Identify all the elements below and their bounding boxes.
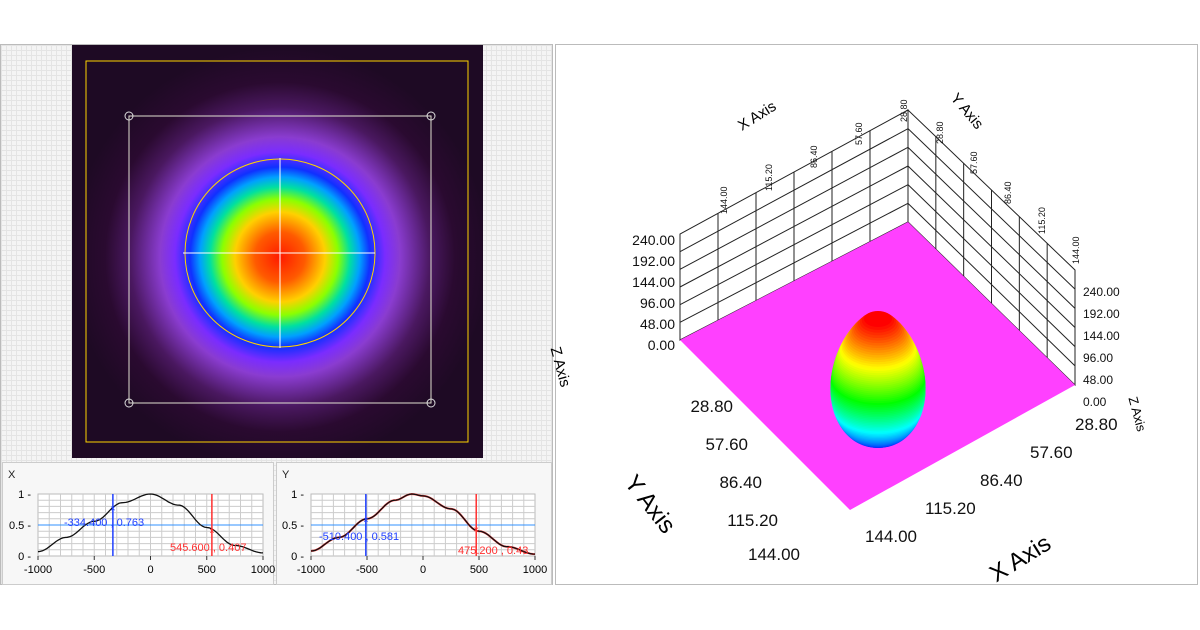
z-tick-label: 192.00 — [632, 253, 675, 269]
z-tick-label: 240.00 — [632, 232, 675, 248]
x-tick-label-back: 115.20 — [764, 164, 774, 191]
y-tick-label: 0 - — [18, 551, 31, 563]
z-tick-label: 48.00 — [640, 316, 675, 332]
surface-3d-plot[interactable]: 0.00 48.00 96.00 144.00 192.00 240.00 0.00 48.0… — [555, 44, 1198, 585]
x-tick-label: -500 — [356, 564, 378, 576]
profile-curve — [310, 493, 536, 555]
y-tick-label: 0.5 - — [282, 520, 304, 532]
x-tick-label-back: 86.40 — [809, 145, 819, 168]
beam-intensity-image[interactable] — [72, 45, 483, 458]
y-tick-label: 1 - — [18, 489, 31, 501]
y-tick-label: 1 - — [291, 489, 304, 501]
y-tick-label: 86.40 — [719, 473, 762, 492]
y-tick-label: 0.5 - — [9, 520, 31, 532]
z-tick-label: 96.00 — [640, 295, 675, 311]
y-tick-label-back: 28.80 — [935, 121, 945, 144]
z-tick-label-right: 96.00 — [1083, 351, 1113, 365]
z-tick-label: 0.00 — [648, 337, 675, 353]
z-tick-label: 144.00 — [632, 274, 675, 290]
x-tick-label: -1000 — [297, 564, 325, 576]
x-tick-label-back: 28.80 — [899, 99, 909, 122]
beam-surface — [830, 311, 926, 448]
resize-handle[interactable] — [426, 111, 436, 121]
x-tick-label: 28.80 — [1075, 415, 1118, 434]
x-tick-label: 0 — [147, 564, 153, 576]
cursor-marker[interactable]: × — [209, 526, 214, 536]
x-cursor-blue-readout: -334.400 , 0.763 — [64, 517, 145, 529]
y-cursor-red-readout: 475.200 , 0.43 — [458, 545, 529, 557]
resize-handle[interactable] — [124, 111, 134, 121]
y-profile-title: Y — [282, 469, 290, 481]
y-tick-label: 115.20 — [727, 511, 778, 530]
cursor-marker[interactable]: × — [474, 524, 479, 534]
y-tick-label-back: 86.40 — [1003, 181, 1013, 204]
cursor-marker[interactable]: × — [110, 504, 115, 514]
z-tick-label-right: 240.00 — [1083, 285, 1120, 299]
x-tick-label: 57.60 — [1030, 443, 1073, 462]
y-tick-label-back: 115.20 — [1037, 207, 1047, 234]
z-tick-label-right: 192.00 — [1083, 307, 1120, 321]
profile-charts: -1000 -500 0 500 1000 0 - 0.5 - 1 - × × -1000 -500 0… — [9, 489, 547, 576]
y-tick-label-back: 57.60 — [969, 151, 979, 174]
resize-handle[interactable] — [124, 398, 134, 408]
y-tick-label: 144.00 — [748, 545, 800, 564]
x-tick-label: -500 — [83, 564, 105, 576]
x-tick-label: 1000 — [251, 564, 275, 576]
x-tick-label: -1000 — [24, 564, 52, 576]
y-cursor-blue-readout: -510.400 , 0.581 — [319, 531, 400, 543]
x-tick-label: 144.00 — [865, 527, 917, 546]
roi-rectangle[interactable] — [85, 60, 469, 443]
x-tick-label: 0 — [420, 564, 426, 576]
x-tick-label: 115.20 — [925, 499, 976, 518]
x-tick-label: 500 — [198, 564, 216, 576]
x-tick-label: 1000 — [523, 564, 547, 576]
resize-handle[interactable] — [426, 398, 436, 408]
y-tick-label: 0 - — [291, 551, 304, 563]
x-tick-label: 86.40 — [980, 471, 1023, 490]
profile-curve — [37, 493, 264, 554]
x-tick-label: 500 — [470, 564, 488, 576]
z-tick-label-right: 0.00 — [1083, 395, 1107, 409]
z-tick-label-right: 144.00 — [1083, 329, 1120, 343]
aperture-rectangle[interactable] — [128, 115, 432, 404]
y-tick-label: 28.80 — [690, 397, 733, 416]
surface-slice — [864, 311, 892, 327]
y-tick-label-back: 144.00 — [1071, 236, 1081, 264]
cursor-marker[interactable]: × — [363, 515, 368, 525]
x-tick-label-back: 144.00 — [719, 186, 729, 214]
y-tick-label: 57.60 — [705, 435, 748, 454]
z-tick-label-right: 48.00 — [1083, 373, 1113, 387]
x-tick-label-back: 57.60 — [854, 122, 864, 145]
x-profile-title: X — [8, 469, 16, 481]
x-cursor-red-readout: 545.600 , 0.407 — [170, 542, 247, 554]
